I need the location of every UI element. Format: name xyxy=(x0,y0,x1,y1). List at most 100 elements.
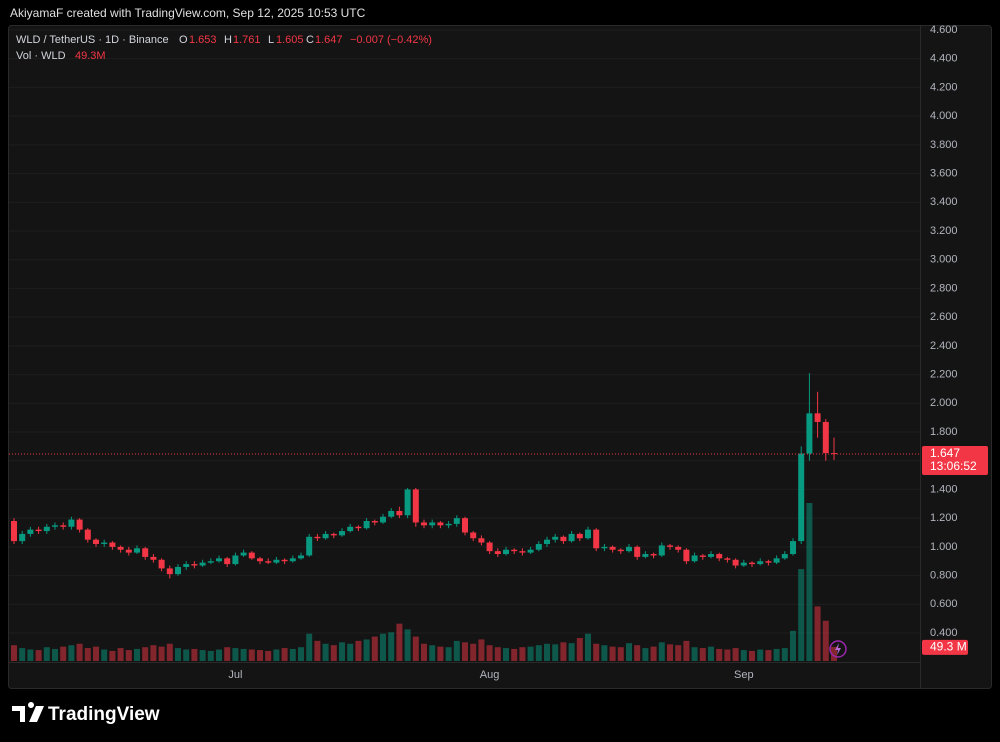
candle-body xyxy=(117,546,124,550)
volume-bar xyxy=(585,633,591,661)
volume-bar xyxy=(109,650,116,661)
volume-bar xyxy=(535,645,542,661)
candle-body xyxy=(191,564,198,566)
close-value: 1.647 xyxy=(315,34,343,46)
volume-bar xyxy=(683,640,690,661)
candle-body xyxy=(585,529,591,539)
grid xyxy=(9,29,920,634)
y-tick-label: 0.400 xyxy=(930,627,958,639)
price-tag-value: 1.647 xyxy=(930,446,960,460)
volume-bar xyxy=(330,645,337,661)
candle-body xyxy=(822,421,829,454)
volume-bar xyxy=(765,650,772,661)
volume-bar xyxy=(27,649,34,661)
volume-bar xyxy=(421,643,427,661)
volume-bar xyxy=(76,643,83,661)
volume-bar xyxy=(634,645,641,661)
candle-body xyxy=(773,558,780,563)
volume-bar xyxy=(740,650,747,661)
volume-bar xyxy=(166,643,173,661)
volume-bar xyxy=(814,606,821,661)
candle-body xyxy=(708,554,714,557)
candle-body xyxy=(568,533,575,542)
candle-body xyxy=(519,551,526,553)
alert-icon[interactable] xyxy=(829,640,847,658)
alert-circle[interactable] xyxy=(829,640,847,658)
y-tick-label: 4.000 xyxy=(930,110,958,122)
volume-bar xyxy=(691,647,698,661)
candle-body xyxy=(84,529,91,540)
volume-bar xyxy=(142,647,149,661)
candle-body xyxy=(142,548,149,557)
chart-panel xyxy=(8,25,992,689)
volume-pane xyxy=(11,503,837,661)
y-tick-label: 4.600 xyxy=(930,24,958,36)
volume-bar xyxy=(519,647,526,661)
candle-body xyxy=(19,533,26,542)
open-letter: O xyxy=(179,34,188,46)
candle-body xyxy=(355,526,362,529)
volume-bar xyxy=(199,650,206,661)
y-tick-label: 2.600 xyxy=(930,311,958,323)
candle-body xyxy=(232,555,239,565)
volume-bar xyxy=(773,648,780,661)
candle-body xyxy=(667,545,673,547)
volume-tag-value: 49.3 M xyxy=(930,640,967,654)
volume-bar xyxy=(355,640,362,661)
candle-body xyxy=(224,558,231,565)
volume-bar xyxy=(486,645,493,661)
candle-body xyxy=(27,529,34,534)
candle-body xyxy=(503,549,509,555)
y-tick-label: 1.000 xyxy=(930,541,958,553)
logo: TradingView xyxy=(12,702,160,725)
candle-body xyxy=(248,552,255,559)
volume-bar xyxy=(19,648,26,661)
candle-body xyxy=(412,489,419,523)
candle-body xyxy=(462,518,468,533)
volume-bar xyxy=(11,645,17,661)
candle-body xyxy=(330,533,337,536)
y-tick-label: 2.400 xyxy=(930,340,958,352)
volume-bar xyxy=(757,649,764,661)
y-tick-label: 1.800 xyxy=(930,426,958,438)
candle-body xyxy=(109,542,116,547)
candle-body xyxy=(207,561,214,563)
volume-bar xyxy=(470,643,477,661)
volume-bar xyxy=(60,646,67,661)
volume-bar xyxy=(494,647,501,661)
candle-body xyxy=(626,546,632,552)
x-tick-label: Jul xyxy=(228,669,242,681)
y-tick-label: 1.400 xyxy=(930,483,958,495)
candle-body xyxy=(781,554,788,559)
candle-body xyxy=(306,536,313,556)
volume-bar xyxy=(527,646,534,661)
candle-body xyxy=(691,555,698,562)
candle-body xyxy=(617,549,624,552)
volume-bar xyxy=(306,633,313,661)
volume-bar xyxy=(544,643,550,661)
high-value: 1.761 xyxy=(233,34,261,46)
volume-bar xyxy=(568,643,575,661)
volume-bar xyxy=(101,649,108,661)
candle-body xyxy=(199,562,206,566)
volume-bar xyxy=(388,632,395,661)
volume-bar xyxy=(790,630,796,661)
y-tick-label: 1.200 xyxy=(930,512,958,524)
open-value: 1.653 xyxy=(189,34,217,46)
volume-tag xyxy=(922,639,968,655)
candle-body xyxy=(314,536,321,539)
credit: AkiyamaF created with TradingView.com, S… xyxy=(10,6,366,20)
change: −0.007 (−0.42%) xyxy=(350,34,432,46)
volume-bar xyxy=(626,643,632,661)
candle-body xyxy=(683,549,690,562)
alert-bolt[interactable] xyxy=(835,643,841,655)
volume-bar xyxy=(35,650,42,661)
candle-body xyxy=(158,559,165,569)
y-tick-label: 3.400 xyxy=(930,196,958,208)
volume-bar xyxy=(511,648,518,661)
candle-body xyxy=(494,551,501,555)
candle-body xyxy=(93,539,99,544)
volume-bar xyxy=(240,648,247,661)
axes: 0.4000.6000.8001.0001.2001.4001.6001.800… xyxy=(9,24,988,681)
volume-bar xyxy=(125,650,132,661)
